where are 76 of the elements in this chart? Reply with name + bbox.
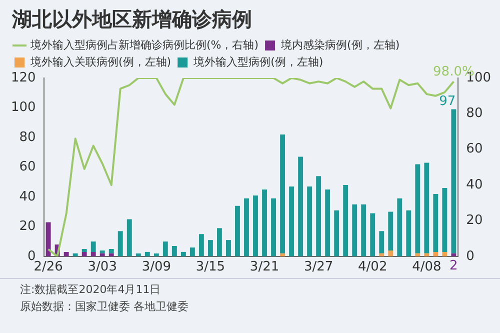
bar [325,190,330,256]
y2-tick-label: 80 [466,106,483,122]
legend-label: 境内感染病例(例，左轴) [280,38,400,52]
bar [280,134,286,254]
bar [406,210,412,256]
bar [82,252,87,256]
bar [370,213,376,256]
bar [90,252,96,256]
y-tick-label: 100 [10,100,36,116]
bar [90,242,96,252]
bar [118,231,123,256]
y2-tick-label: 0 [466,248,474,264]
y-tick-label: 60 [19,160,36,175]
bar [216,228,222,256]
y-tick-label: 120 [10,70,36,86]
bar [298,156,304,256]
y2-tick-label: 40 [466,177,483,192]
legend-label: 境外输入型病例占新增确诊病例比例(%，右轴) [30,38,259,52]
bar [162,242,168,256]
text: 注:数据截至2020年4月11日 [20,282,162,298]
bar [108,248,114,254]
data-label: 2 [450,258,458,274]
bar [82,248,87,252]
y2-tick-label: 60 [466,142,483,157]
bar [334,210,340,256]
data-label: 97 [439,94,456,110]
text: 原始数据：国家卫健委 各地卫健委 [20,299,190,315]
x-tick-label: 3/03 [88,260,117,275]
legend-label: 境外输入关联病例(例，左轴) [30,55,172,68]
x-tick-label: 3/27 [304,260,334,275]
bar [198,234,204,256]
bar [361,204,366,256]
bar [388,250,394,256]
bar [262,190,267,256]
bar [451,109,456,254]
x-tick-label: 3/09 [142,260,172,275]
bar [190,247,195,256]
y-tick-label: 20 [19,219,36,234]
x-tick-label: 3/15 [196,260,226,275]
bar [271,198,276,256]
y-tick-label: 0 [28,248,36,264]
bar [307,186,312,256]
bar [253,195,258,256]
bar [343,185,348,256]
bar [180,252,186,256]
bar [289,186,294,256]
bar [172,246,177,256]
y-tick-label: 80 [19,130,36,145]
bar [442,188,448,252]
bar [226,240,231,256]
bar [126,219,132,256]
bar [235,206,240,256]
bar [397,198,402,256]
bar [64,252,69,256]
y-tick-label: 40 [19,189,36,204]
bar [316,176,322,256]
y2-tick-label: 20 [466,213,483,228]
bar [388,212,394,250]
x-tick-label: 2/26 [34,260,63,275]
bar [244,198,249,256]
legend-label: 境外输入型病例(例，左轴) [192,55,324,68]
bar [433,252,438,256]
bar [424,162,430,254]
bar [379,231,384,254]
x-tick-label: 3/21 [250,260,280,275]
bar [433,194,438,252]
x-tick-label: 4/08 [412,260,442,275]
bar [208,240,213,256]
bar [144,252,150,256]
bar [442,252,448,256]
bar [100,250,105,254]
bar [352,204,358,256]
x-tick-label: 4/02 [358,260,388,275]
bar [46,222,51,256]
chart-title: 湖北以外地区新增确诊病例 [10,6,253,31]
bar [415,164,420,254]
